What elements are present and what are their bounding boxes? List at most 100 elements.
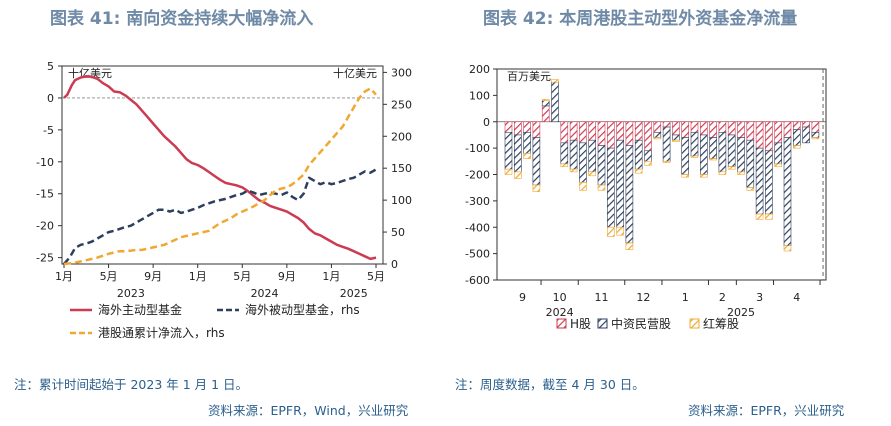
bar-segment — [792, 145, 801, 149]
right-ytick-label: 0 — [391, 258, 398, 271]
bar-segment — [653, 132, 662, 138]
year-label: 2024 — [251, 287, 279, 300]
left-ytick-label: -25 — [36, 252, 54, 265]
series-line — [63, 87, 377, 266]
bar-segment — [783, 245, 792, 252]
bar-segment — [541, 100, 550, 107]
bar-segment — [709, 158, 717, 161]
bar-segment — [699, 121, 708, 136]
bar-segment — [690, 121, 699, 133]
bar-segment — [811, 137, 820, 140]
right-ytick-label: 50 — [391, 226, 405, 239]
xtick-label: 9月 — [278, 270, 296, 283]
legend-label: 海外被动型基金，rhs — [245, 302, 360, 317]
bar-segment — [727, 166, 736, 170]
legend-label: 海外主动型基金 — [98, 302, 182, 317]
bar-segment — [802, 121, 810, 128]
ytick-label: -500 — [465, 248, 490, 261]
bar-segment — [541, 99, 550, 101]
bar-segment — [551, 79, 559, 83]
bar-segment — [746, 139, 755, 188]
xtick-label: 5月 — [367, 270, 385, 283]
bar-segment — [681, 137, 690, 175]
month-label: 11 — [595, 291, 609, 304]
month-label: 3 — [756, 291, 763, 304]
bar-segment — [709, 137, 717, 159]
bar-segment — [634, 121, 643, 141]
bar-segment — [765, 121, 773, 152]
month-label: 4 — [793, 291, 800, 304]
bar-segment — [569, 139, 578, 170]
bar-segment — [755, 121, 764, 149]
year-label: 2025 — [727, 306, 755, 319]
bar-segment — [579, 121, 587, 144]
bar-segment — [532, 184, 541, 192]
xtick-label: 1月 — [322, 270, 340, 283]
series-line — [63, 74, 377, 261]
bar-segment — [569, 121, 578, 141]
bar-segment — [616, 121, 624, 141]
bar-segment — [792, 129, 801, 146]
bar-segment — [644, 121, 652, 152]
legend-label: 中资民营股 — [611, 316, 671, 331]
xtick-label: 9月 — [144, 270, 162, 283]
bar-segment — [765, 213, 773, 220]
xtick-label: 1月 — [189, 270, 207, 283]
bar-segment — [662, 121, 671, 128]
left-source: 资料来源：EPFR，Wind，兴业研究 — [208, 403, 409, 418]
bar-segment — [690, 132, 699, 157]
bar-segment — [560, 121, 569, 144]
bar-segment — [513, 121, 522, 136]
legend-swatch — [689, 318, 700, 329]
left-ytick-label: -5 — [43, 124, 54, 137]
xtick-label: 5月 — [100, 270, 118, 283]
left-unit-label: 十亿美元 — [68, 66, 112, 80]
bar-segment — [727, 134, 736, 167]
bar-segment — [625, 121, 634, 146]
bar-segment — [606, 226, 615, 237]
bar-segment — [718, 132, 727, 173]
bar-segment — [504, 132, 513, 170]
legend-label: 红筹股 — [703, 316, 739, 331]
bar-segment — [579, 182, 587, 191]
left-ytick-label: -15 — [36, 188, 54, 201]
unit-label: 百万美元 — [507, 70, 551, 83]
bar-segment — [513, 134, 522, 173]
right-source: 资料来源：EPFR，兴业研究 — [688, 403, 845, 418]
bar-segment — [737, 171, 745, 175]
left-ytick-label: 0 — [47, 92, 54, 105]
bar-segment — [634, 139, 643, 170]
ytick-label: 100 — [469, 89, 490, 102]
month-label: 10 — [553, 291, 567, 304]
left-ytick-label: 5 — [47, 60, 54, 73]
bar-segment — [644, 150, 652, 162]
bar-segment — [662, 161, 671, 163]
bar-segment — [727, 121, 736, 136]
right-unit-label: 十亿美元 — [333, 66, 377, 80]
right-ytick-label: 100 — [391, 194, 412, 207]
bar-segment — [672, 134, 680, 141]
bar-segment — [737, 137, 745, 173]
bar-segment — [616, 226, 624, 236]
bar-segment — [746, 121, 755, 141]
bar-segment — [737, 121, 745, 138]
year-label: 2025 — [340, 287, 368, 300]
right-ytick-label: 300 — [391, 66, 412, 79]
ytick-label: 0 — [483, 116, 490, 129]
left-note: 注：累计时间起始于 2023 年 1 月 1 日。 — [14, 377, 249, 392]
right-ytick-label: 250 — [391, 98, 412, 111]
legend-swatch — [597, 318, 608, 329]
bar-segment — [560, 163, 569, 167]
bar-segment — [774, 163, 783, 167]
bar-segment — [802, 126, 810, 144]
bar-segment — [746, 187, 755, 191]
bar-segment — [653, 121, 662, 133]
bar-segment — [606, 147, 615, 228]
bar-segment — [523, 153, 531, 159]
bar-segment — [662, 126, 671, 162]
bar-segment — [672, 121, 680, 136]
bar-segment — [644, 161, 652, 166]
bar-segment — [699, 174, 708, 178]
